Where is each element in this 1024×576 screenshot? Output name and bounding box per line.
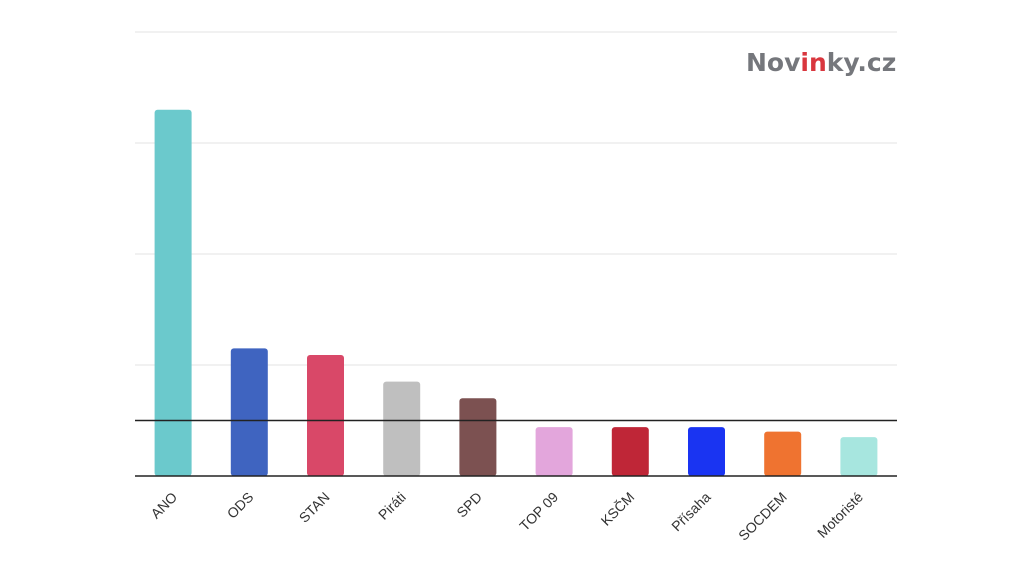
bar-ano [154,109,192,476]
bar-top-09 [535,427,573,476]
bars [154,109,878,476]
gridlines [135,31,897,366]
logo-prefix: Nov [746,48,800,77]
x-tick-label: ANO [147,489,180,522]
x-tick-label: SOCDEM [735,489,790,544]
bar-pir-ti [383,381,421,476]
logo-highlight: in [800,48,826,77]
x-tick-label: SPD [453,489,485,521]
x-axis-labels: ANO ODS STAN Piráti SPD TOP 09 KSČM Přísaha SOCD… [147,489,866,544]
x-tick-label: Motoristé [814,489,866,541]
x-tick-label: STAN [296,489,333,526]
bar-stan [307,355,344,476]
bar-motorist- [840,437,878,476]
bar-ods [230,348,268,476]
novinky-logo: Novinky.cz [746,48,896,77]
logo-suffix: ky.cz [827,48,897,77]
x-tick-label: TOP 09 [516,489,561,534]
x-tick-label: ODS [224,489,257,522]
x-tick-label: Piráti [375,489,409,523]
bar-socdem [764,431,802,476]
x-tick-label: Přísaha [668,489,714,535]
bar-p-saha [688,427,725,476]
bar-spd [459,398,497,476]
bar-ks-m [611,427,649,476]
x-tick-label: KSČM [598,489,638,529]
